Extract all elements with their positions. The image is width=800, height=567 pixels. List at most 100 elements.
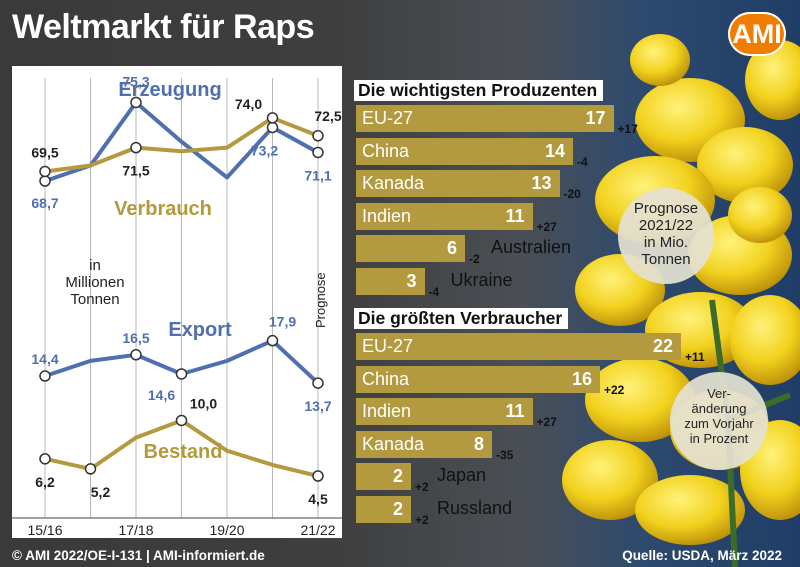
- bar-category-label: Russland: [437, 497, 513, 518]
- bar-value: 6: [446, 238, 457, 258]
- bar-category-label: Indien: [362, 401, 412, 421]
- data-label-verbrauch: 71,5: [122, 163, 149, 179]
- data-label-export: 17,9: [269, 314, 296, 330]
- data-label-bestand: 6,2: [35, 474, 55, 490]
- x-tick-label: 19/20: [209, 522, 244, 538]
- change-label: -20: [563, 187, 581, 201]
- bar-value: 2: [392, 498, 403, 519]
- bar-category-label: Ukraine: [450, 269, 513, 290]
- ami-logo: AMI: [728, 12, 786, 56]
- change-label: +2: [415, 512, 429, 527]
- change-label: +17: [617, 122, 638, 136]
- note-line: 2021/22: [638, 217, 694, 234]
- unit-note-line: in: [89, 257, 101, 274]
- data-point-erzeugung: [39, 175, 51, 187]
- bar-eu-27: EU-27 22: [356, 333, 681, 360]
- line-chart-panel: 15/16 17/18 19/20 21/22 68,7 75,3 73,2 71,1 69,5…: [12, 66, 342, 538]
- note-line: Tonnen: [641, 251, 691, 268]
- bar-category-label: Indien: [362, 205, 412, 226]
- bar-value: 14: [544, 140, 565, 161]
- data-point-bestand: [175, 414, 188, 427]
- data-point-export: [130, 349, 142, 361]
- bar-value: 3: [406, 270, 417, 291]
- data-label-erzeugung: 68,7: [31, 195, 58, 211]
- data-point-erzeugung: [266, 121, 279, 134]
- bar-ukraine: 3: [356, 267, 425, 295]
- bar-category-label: Japan: [437, 465, 487, 485]
- note-line: zum Vorjahr: [684, 416, 754, 431]
- change-label: -35: [496, 447, 514, 462]
- bar-australien: 6: [356, 235, 465, 262]
- data-point-export: [266, 334, 279, 347]
- change-label: +27: [536, 415, 557, 429]
- bar-russland: 2: [356, 495, 411, 523]
- bar-kanada: Kanada 13: [356, 170, 560, 197]
- bar-value: 13: [531, 173, 552, 193]
- bar-category-label: Kanada: [362, 433, 425, 454]
- bar-chart-title: Die wichtigsten Produzenten: [354, 80, 604, 101]
- data-label-export: 13,7: [304, 398, 331, 414]
- data-point-bestand: [39, 453, 51, 465]
- bar-category-label: Kanada: [362, 173, 425, 193]
- bar-value: 22: [652, 336, 673, 356]
- bar-value: 11: [505, 401, 525, 421]
- unit-note-line: Tonnen: [70, 291, 119, 308]
- bar-category-label: China: [362, 368, 410, 389]
- copyright: © AMI 2022/OE-I-131 | AMI-informiert.de: [12, 548, 265, 563]
- change-label: -4: [577, 154, 588, 169]
- x-tick-label: 21/22: [300, 522, 335, 538]
- data-point-verbrauch: [130, 141, 142, 154]
- data-point-verbrauch: [266, 112, 279, 124]
- bar-value: 17: [585, 108, 606, 128]
- data-label-bestand: 10,0: [190, 395, 217, 411]
- note-line: in Prozent: [689, 431, 749, 446]
- series-name-export: Export: [168, 319, 232, 341]
- change-label: +27: [536, 219, 557, 234]
- page-title: Weltmarkt für Raps: [12, 8, 315, 46]
- change-note-bubble: Ver-änderung zum Vorjahr in Prozent: [670, 372, 768, 470]
- data-point-erzeugung: [312, 146, 324, 159]
- data-label-verbrauch: 72,5: [314, 108, 341, 124]
- bar-china: China 14: [356, 137, 573, 165]
- change-label: +22: [604, 382, 625, 397]
- data-point-erzeugung: [130, 96, 142, 109]
- data-label-verbrauch: 74,0: [235, 96, 262, 112]
- note-line: Prognose: [633, 200, 699, 217]
- data-point-export: [39, 370, 51, 382]
- forecast-note-bubble: Prognose 2021/22 in Mio. Tonnen: [618, 188, 714, 284]
- bar-category-label: China: [362, 140, 410, 161]
- bar-japan: 2: [356, 463, 411, 490]
- note-line: Ver-: [707, 386, 731, 401]
- forecast-note: Prognose: [313, 272, 328, 328]
- bar-value: 2: [392, 466, 403, 486]
- note-line: in Mio.: [643, 234, 689, 251]
- footer: © AMI 2022/OE-I-131 | AMI-informiert.de …: [0, 542, 800, 567]
- data-label-erzeugung: 71,1: [304, 167, 331, 183]
- source: Quelle: USDA, März 2022: [622, 548, 782, 563]
- series-name-bestand: Bestand: [144, 441, 223, 463]
- bar-value: 11: [505, 205, 525, 226]
- data-point-verbrauch: [39, 165, 51, 178]
- data-point-export: [312, 377, 324, 389]
- data-label-erzeugung: 75,3: [122, 73, 149, 89]
- series-name-erzeugung: Erzeugung: [118, 79, 221, 101]
- data-point-bestand: [84, 463, 97, 475]
- bar-category-label: Australien: [491, 237, 572, 257]
- line-chart: 15/16 17/18 19/20 21/22 68,7 75,3 73,2 71,1 69,5…: [12, 73, 342, 538]
- change-label: +2: [415, 480, 429, 494]
- bar-eu-27: EU-27 17: [356, 105, 614, 132]
- data-label-export: 16,5: [122, 330, 149, 346]
- x-tick-label: 17/18: [118, 522, 153, 538]
- bar-category-label: EU-27: [362, 336, 414, 356]
- note-line: änderung: [691, 401, 747, 416]
- change-label: +11: [685, 350, 705, 364]
- bar-china: China 16: [356, 365, 600, 393]
- change-label: -4: [428, 284, 440, 299]
- data-label-erzeugung: 73,2: [251, 142, 278, 158]
- data-point-bestand: [312, 470, 324, 482]
- x-tick-label: 15/16: [27, 522, 62, 538]
- data-label-export: 14,6: [148, 387, 175, 403]
- bar-indien: Indien 11: [356, 398, 533, 425]
- bar-category-label: EU-27: [362, 108, 414, 128]
